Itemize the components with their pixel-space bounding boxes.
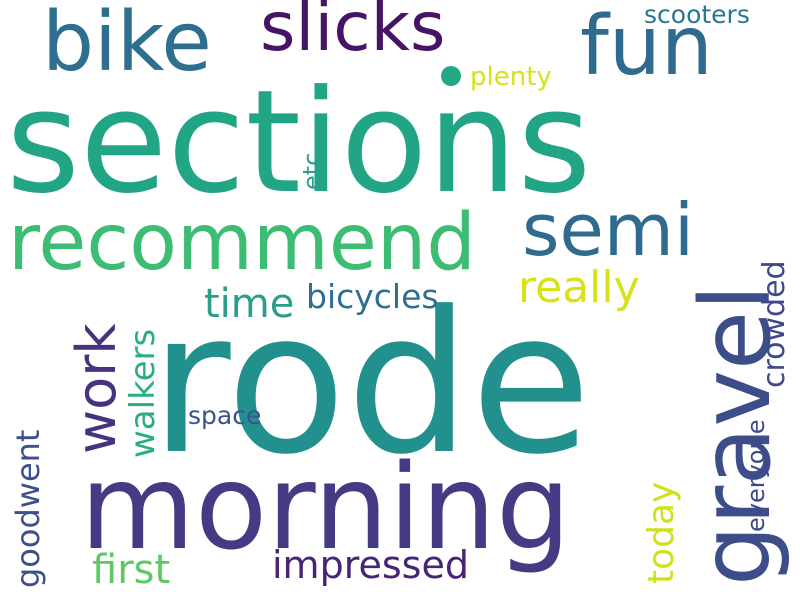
word-work: work	[65, 323, 128, 454]
word-everyone: everyone	[742, 419, 770, 532]
word-plenty: plenty	[470, 62, 552, 92]
dot-mark	[441, 66, 461, 86]
word-fun: fun	[580, 0, 713, 94]
word-really: really	[518, 262, 640, 313]
word-recommend: recommend	[8, 198, 476, 288]
word-impressed: impressed	[272, 543, 469, 587]
word-first: first	[92, 547, 171, 593]
word-crowded: crowded	[757, 260, 792, 388]
word-goodwent: goodwent	[9, 429, 47, 588]
word-time: time	[204, 281, 295, 327]
word-morning: morning	[80, 438, 571, 576]
word-etc: etc	[298, 152, 326, 190]
word-scooters: scooters	[644, 0, 750, 29]
word-walkers: walkers	[123, 328, 163, 458]
word-bicycles: bicycles	[306, 277, 439, 316]
word-sections: sections	[6, 60, 592, 225]
word-slicks: slicks	[260, 0, 446, 67]
word-today: today	[641, 481, 682, 584]
word-rode: rode	[150, 270, 592, 498]
word-semi: semi	[522, 188, 694, 272]
word-space: space	[188, 401, 262, 430]
word-bike: bike	[42, 0, 212, 90]
